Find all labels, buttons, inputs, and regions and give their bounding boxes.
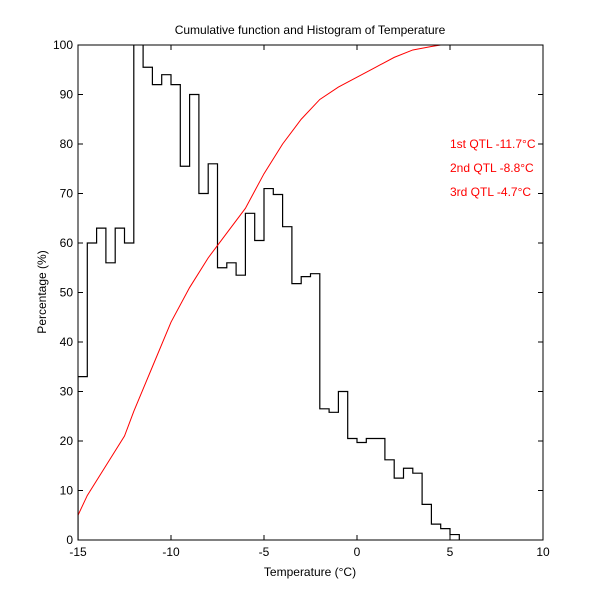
histogram-bin: [152, 85, 161, 540]
histogram-bin: [311, 274, 320, 540]
histogram-bin: [78, 377, 87, 540]
plot-frame: [77, 44, 544, 541]
x-tick-label: 0: [354, 545, 361, 559]
histogram-bin: [87, 243, 96, 540]
histogram-bin: [394, 478, 403, 540]
histogram-bin: [301, 277, 310, 540]
y-tick-label: 30: [60, 385, 74, 399]
quantile-annotation: 2nd QTL -8.8°C: [450, 161, 534, 175]
histogram-bin: [422, 504, 431, 540]
y-tick-label: 80: [60, 137, 74, 151]
histogram-bin: [115, 228, 124, 540]
histogram-bin: [97, 228, 106, 540]
histogram-bin: [320, 409, 329, 540]
x-tick-label: 10: [536, 545, 550, 559]
x-axis-label: Temperature (°C): [264, 565, 356, 579]
histogram-bin: [218, 268, 227, 540]
histogram-bin: [134, 20, 143, 540]
x-tick-label: 5: [447, 545, 454, 559]
histogram-bin: [143, 67, 152, 540]
histogram-bin: [273, 194, 282, 540]
y-tick-label: 50: [60, 286, 74, 300]
histogram-bin: [366, 439, 375, 540]
histogram-bin: [190, 95, 199, 541]
y-tick-label: 0: [66, 533, 73, 547]
histogram-bin: [208, 164, 217, 540]
histogram-bin: [245, 213, 254, 540]
histogram-stairs: [78, 45, 460, 540]
x-tick-label: -10: [162, 545, 180, 559]
histogram-bin: [338, 392, 347, 541]
histogram-bin: [348, 439, 357, 540]
histogram-bin: [413, 473, 422, 540]
quantile-annotation: 1st QTL -11.7°C: [450, 137, 536, 151]
histogram-bin: [227, 263, 236, 540]
y-axis-label: Percentage (%): [35, 250, 49, 333]
y-tick-label: 60: [60, 236, 74, 250]
histogram-bin: [236, 275, 245, 540]
x-tick-label: -5: [259, 545, 270, 559]
histogram-bin: [292, 284, 301, 540]
histogram-bin: [376, 439, 385, 540]
histogram-bin: [255, 241, 264, 540]
histogram-bin: [450, 535, 459, 540]
y-tick-label: 70: [60, 187, 74, 201]
cumulative-line: [78, 45, 441, 516]
histogram-bin: [357, 442, 366, 540]
y-tick-label: 40: [60, 335, 74, 349]
histogram-bin: [125, 243, 134, 540]
y-tick-label: 90: [60, 88, 74, 102]
x-tick-label: -15: [69, 545, 87, 559]
histogram-bin: [385, 460, 394, 540]
y-tick-label: 10: [60, 484, 74, 498]
histogram-bin: [171, 85, 180, 540]
histogram-bin: [283, 227, 292, 540]
histogram-bin: [431, 524, 440, 540]
histogram-bin: [264, 189, 273, 540]
chart-title: Cumulative function and Histogram of Tem…: [175, 23, 446, 37]
y-tick-label: 20: [60, 434, 74, 448]
histogram-bin: [441, 529, 450, 540]
histogram-bin: [162, 75, 171, 540]
histogram-bin: [180, 166, 189, 540]
quantile-annotation: 3rd QTL -4.7°C: [450, 185, 531, 199]
histogram-bin: [199, 194, 208, 541]
y-tick-label: 100: [53, 38, 73, 52]
histogram-bin: [404, 468, 413, 540]
histogram-bin: [329, 412, 338, 540]
histogram-bin: [106, 263, 115, 540]
